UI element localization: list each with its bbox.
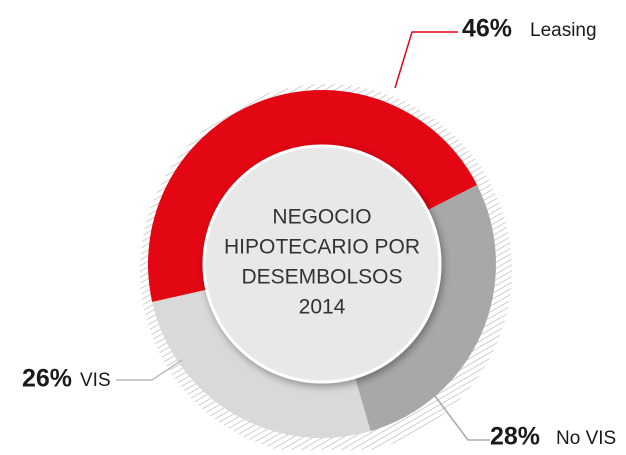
slice	[353, 185, 496, 432]
center-line: DESEMBOLSOS	[241, 266, 402, 289]
center-line: 2014	[299, 296, 346, 319]
category-label: VIS	[80, 370, 111, 391]
value-label: 46%	[462, 15, 512, 43]
labels: 46% Leasing 28% No VIS 26% VIS	[22, 15, 616, 451]
leader-line	[431, 391, 490, 441]
center-line: HIPOTECARIO POR	[224, 236, 420, 259]
value-label: 26%	[22, 365, 72, 393]
value-label: 28%	[490, 423, 540, 450]
leader-line	[116, 359, 183, 381]
leader-line	[394, 31, 458, 89]
center-disc	[202, 144, 442, 384]
category-label: Leasing	[530, 20, 597, 41]
center-text: NEGOCIO HIPOTECARIO POR DESEMBOLSOS 2014	[224, 206, 420, 319]
slice	[148, 90, 478, 302]
center-line: NEGOCIO	[272, 206, 371, 229]
category-label: No VIS	[556, 428, 616, 449]
